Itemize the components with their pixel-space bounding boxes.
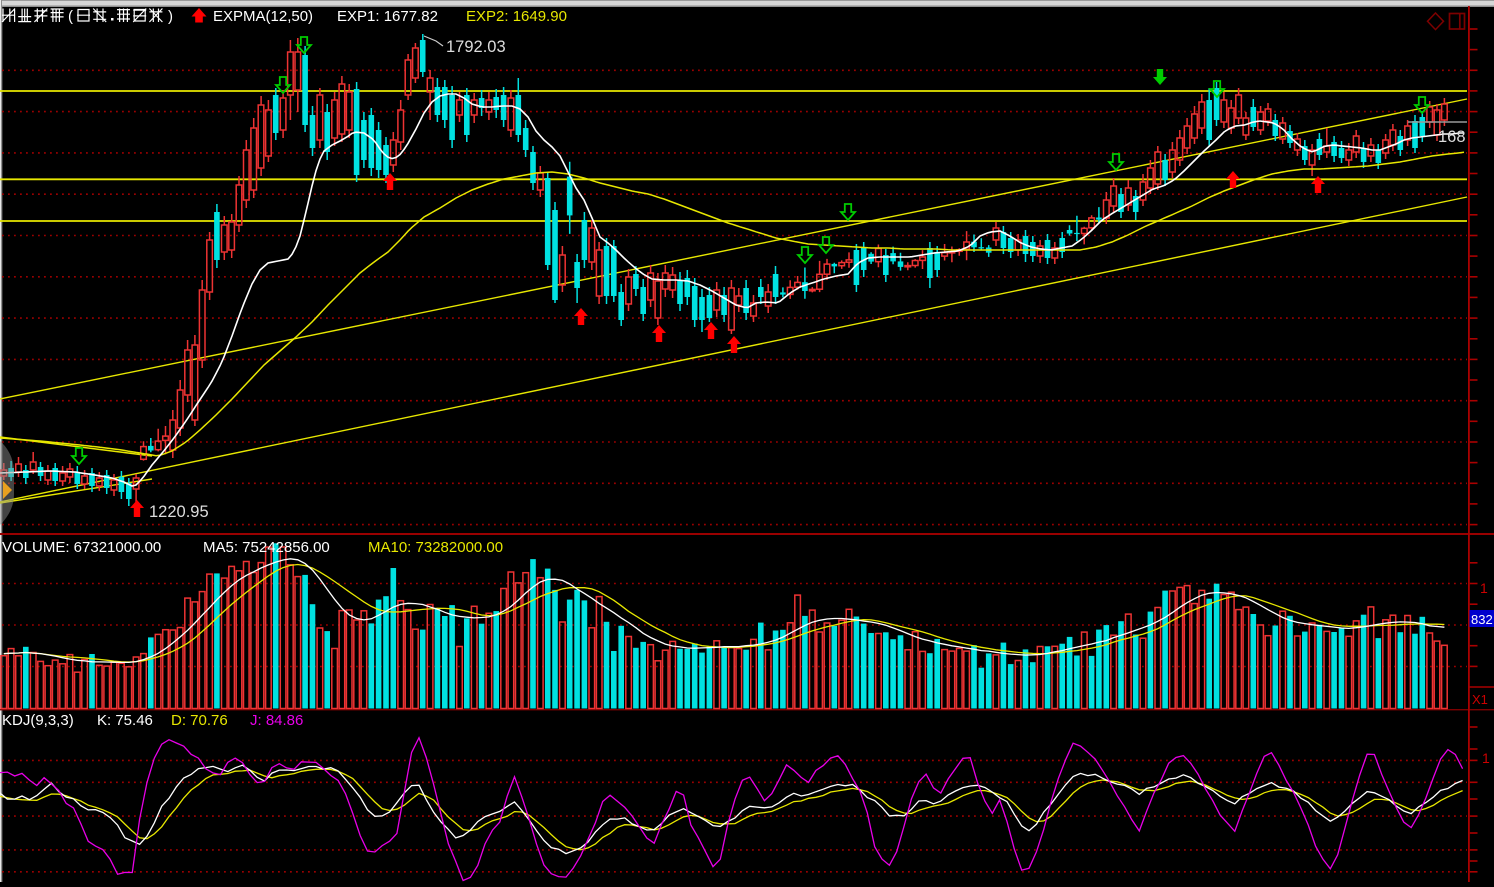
svg-text:K: 75.46: K: 75.46 [97,712,153,729]
svg-text:1: 1 [1480,580,1488,596]
svg-text:MA5: 75242856.00: MA5: 75242856.00 [203,539,330,556]
svg-text:): ) [168,8,173,25]
svg-text:D: 70.76: D: 70.76 [171,712,228,729]
svg-text:EXP1: 1677.82: EXP1: 1677.82 [337,8,438,25]
svg-text:KDJ(9,3,3): KDJ(9,3,3) [2,712,74,729]
svg-text:J: 84.86: J: 84.86 [250,712,303,729]
svg-text:1792.03: 1792.03 [446,38,506,56]
svg-text:EXP2: 1649.90: EXP2: 1649.90 [466,8,567,25]
svg-text:832: 832 [1471,612,1493,627]
svg-text:(: ( [68,8,73,25]
svg-text:1: 1 [1482,750,1490,766]
svg-text:1220.95: 1220.95 [149,503,209,521]
svg-text:X1: X1 [1472,692,1488,707]
svg-text:MA10: 73282000.00: MA10: 73282000.00 [368,539,503,556]
svg-text:VOLUME: 67321000.00: VOLUME: 67321000.00 [2,539,161,556]
svg-text:EXPMA(12,50): EXPMA(12,50) [213,8,313,25]
svg-text:168: 168 [1438,128,1466,146]
